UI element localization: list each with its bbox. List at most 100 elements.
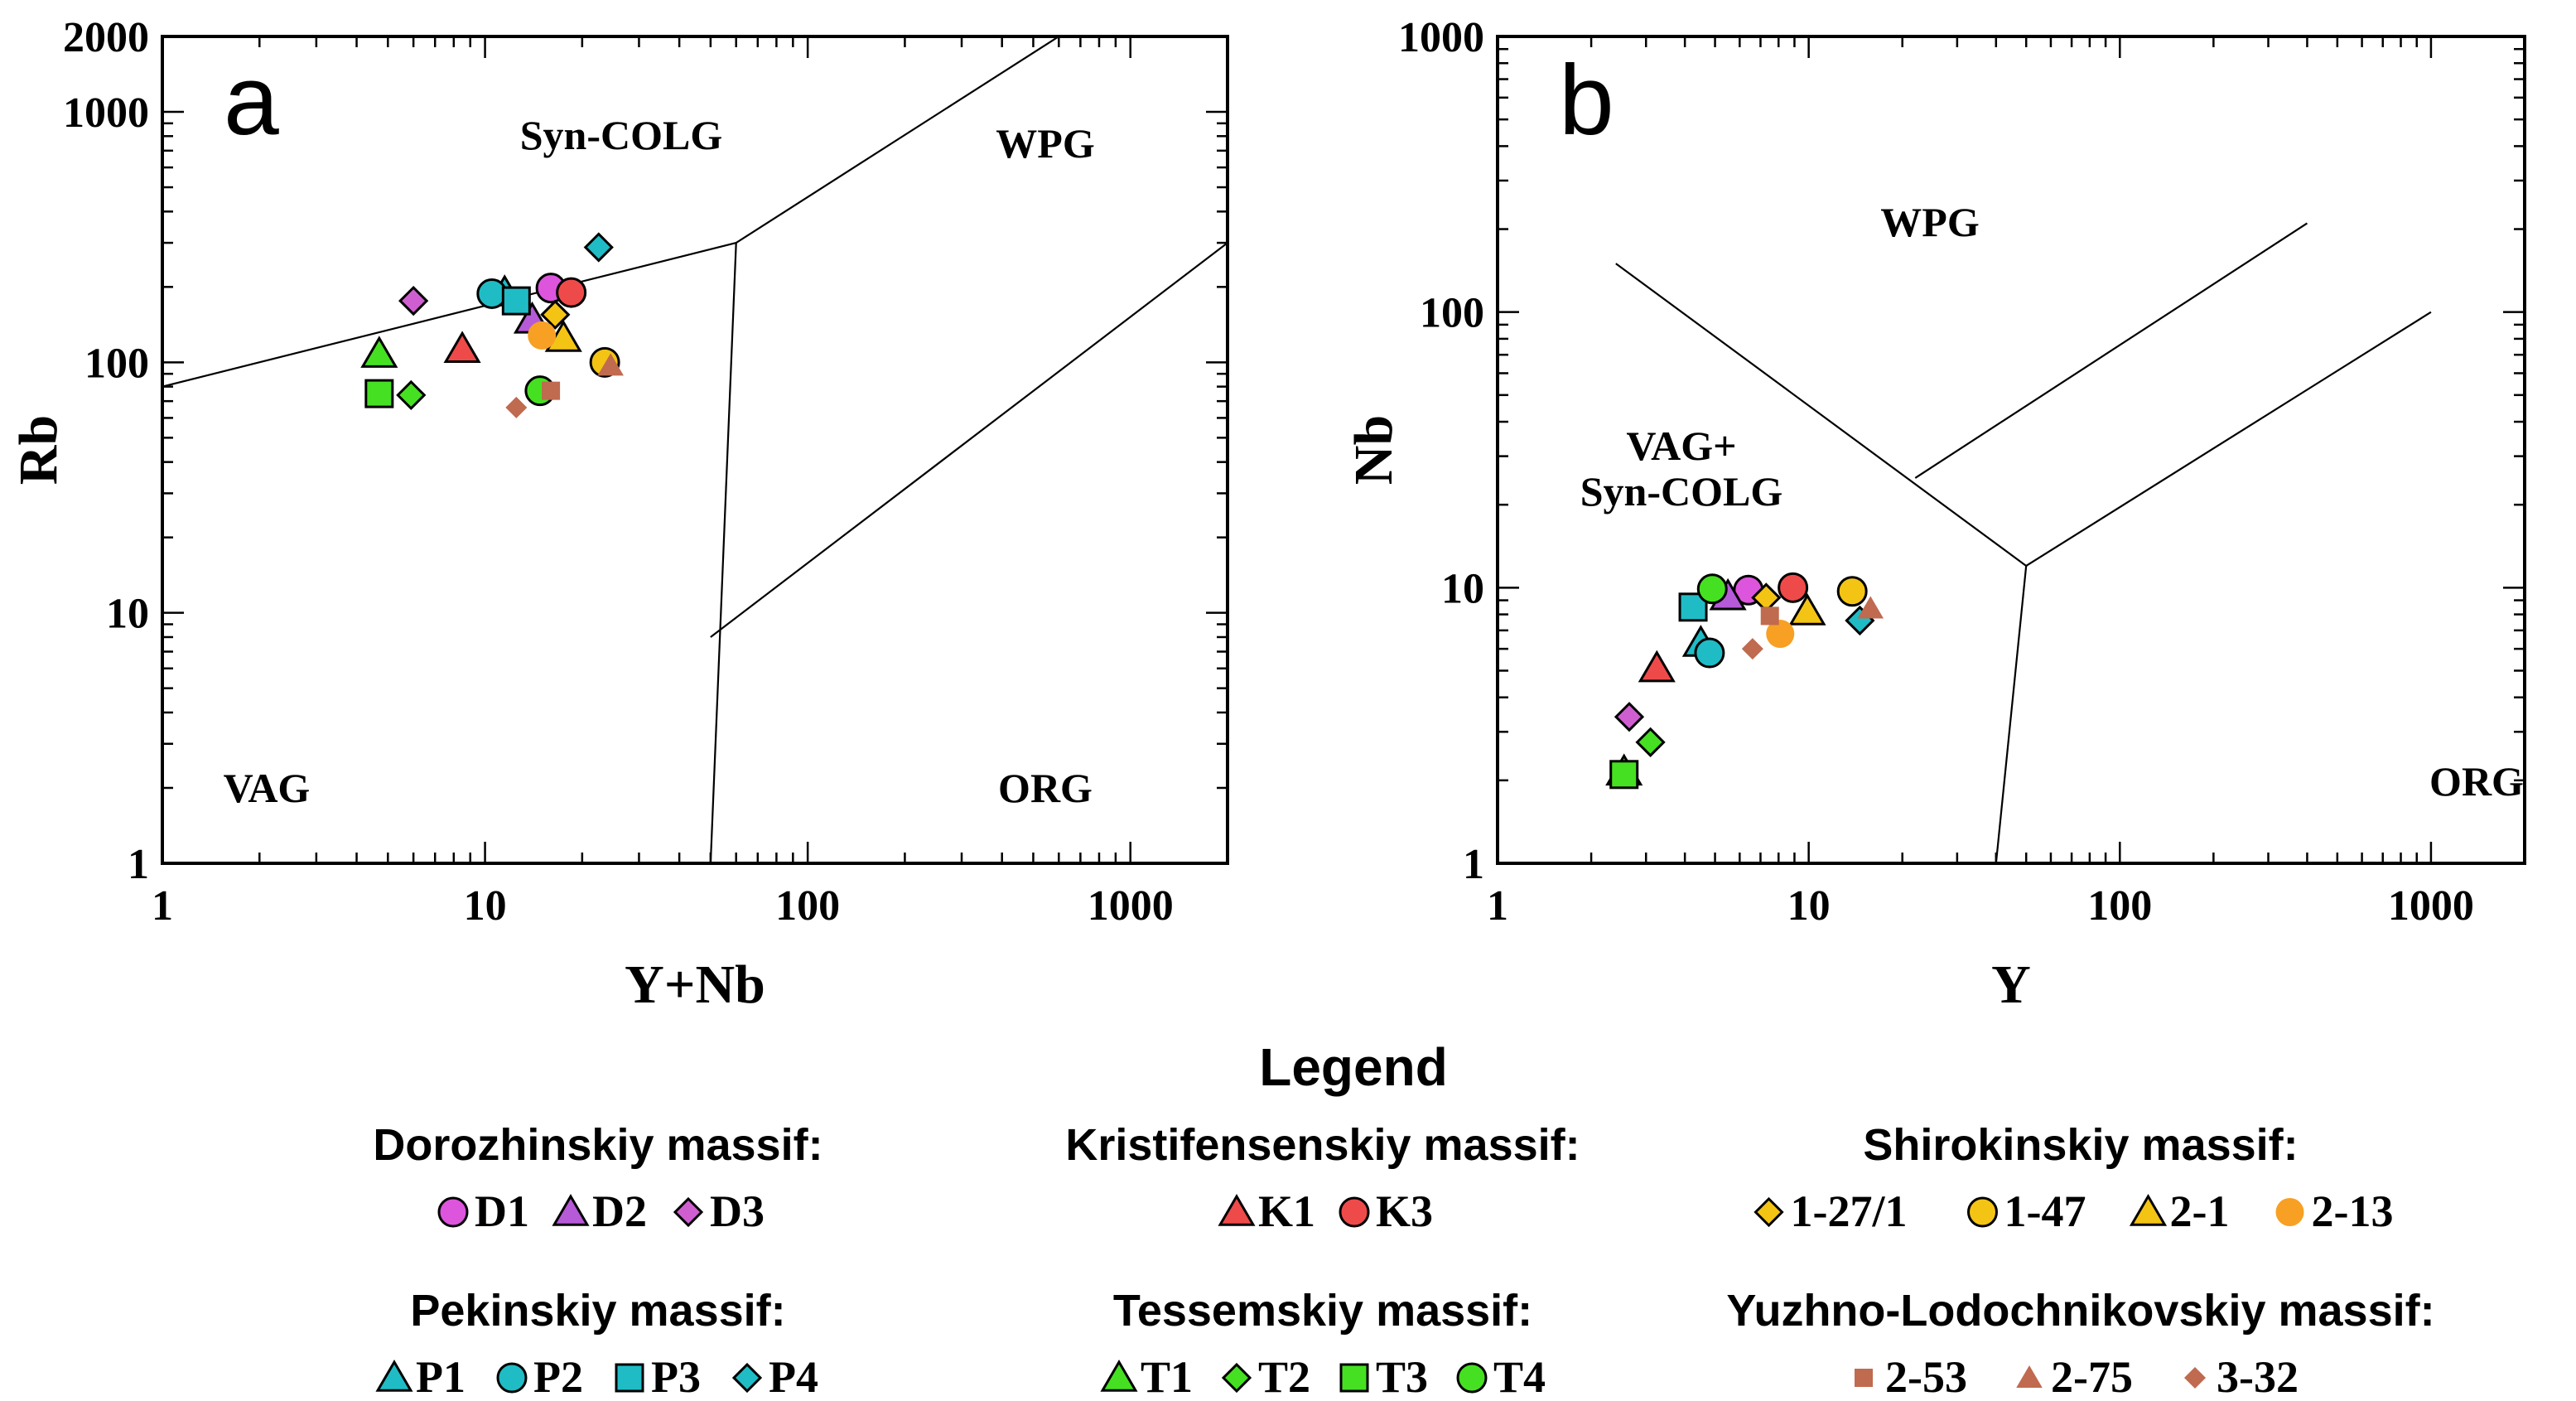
x-ticks [161,36,1229,863]
legend-item-label: 2-75 [2051,1352,2133,1401]
field-label: ORG [2429,758,2524,804]
y-tick-label: 10 [106,591,149,638]
legend-item: T1 [1100,1352,1193,1401]
legend-group: Dorozhinskiy massif: D1 D2 D3 [373,1120,822,1236]
point-T1 [360,336,398,368]
y-tick-label: 1 [1463,841,1484,888]
legend-item: P4 [731,1352,818,1401]
point-P4 [583,232,614,263]
y-tick-label: 100 [1420,290,1484,337]
legend-group: Pekinskiy massif: P1 P2 P3 P4 [375,1286,818,1401]
legend-item: 3-32 [2184,1352,2299,1401]
legend-item: 2-75 [2016,1352,2133,1401]
field-label: WPG [1880,199,1979,245]
legend-item-label: D1 [475,1186,529,1236]
legend-item: D1 [437,1186,529,1236]
legend-item-label: 3-32 [2217,1352,2299,1401]
field-label: VAG [224,765,311,811]
legend-item: P2 [496,1352,583,1401]
point-2-1 [1788,593,1826,626]
x-tick-label: 1 [1487,882,1508,930]
legend-group-title: Pekinskiy massif: [410,1286,785,1336]
legend-symbol-T4 [1456,1362,1488,1394]
legend-group: Shirokinskiy massif: 1-27/1 1-47 2-1 2-13 [1754,1120,2394,1236]
boundary-line [710,242,1228,638]
legend-symbol-D3 [673,1196,704,1228]
legend-symbol-K1 [1218,1194,1256,1226]
legend-symbol-2-53 [1855,1369,1873,1387]
legend-item: 1-47 [1967,1186,2086,1236]
point-P3 [501,286,531,316]
field-label: VAG+ [1626,423,1736,469]
legend-symbol-T1 [1100,1360,1138,1392]
point-2-75 [1857,596,1884,619]
legend-item-label: P1 [416,1352,466,1401]
legend-item: 1-27/1 [1754,1186,1908,1236]
point-T3 [364,379,394,408]
legend-group: Yuzhno-Lodochnikovskiy massif: 2-53 2-75 3-… [1726,1286,2434,1401]
legend-title: Legend [1259,1037,1448,1097]
legend-item: K3 [1339,1186,1433,1236]
point-T2 [1635,727,1666,757]
y-axis-title: Nb [1343,415,1404,485]
legend-symbol-T3 [1339,1363,1369,1393]
field-boundaries [1615,222,2432,863]
field-boundaries [162,36,1228,863]
point-K1 [1638,650,1676,683]
x-tick-label: 100 [775,882,840,930]
legend-item-label: 2-13 [2312,1186,2394,1236]
legend-symbol-K3 [1339,1196,1370,1228]
y-tick-label: 1 [128,841,149,888]
legend-group: Tessemskiy massif: T1 T2 T3 T4 [1100,1286,1546,1401]
legend-symbol-D2 [552,1194,590,1226]
legend-item: T2 [1221,1352,1310,1401]
point-K1 [443,331,481,363]
x-tick-label: 100 [2087,882,2152,930]
legend-item: D3 [673,1186,765,1236]
legend-symbol-P1 [375,1360,413,1392]
boundary-line [162,242,736,388]
legend-symbol-2-13 [2275,1198,2304,1226]
x-tick-label: 10 [464,882,507,930]
legend-symbol-1-47 [1967,1196,1998,1228]
point-K3 [1778,572,1809,603]
point-2-75 [597,353,624,376]
legend-item-label: 2-53 [1885,1352,1967,1401]
x-tick-label: 1000 [1088,882,1174,930]
legend-item: 2-13 [2275,1186,2394,1236]
legend-item: T3 [1339,1352,1428,1401]
point-P2 [1694,637,1725,669]
field-label: Syn-COLG [520,112,723,158]
legend-item-label: P4 [769,1352,818,1401]
legend: Legend Dorozhinskiy massif: D1 D2 D3 Kristife… [373,1037,2434,1401]
x-tick-label: 10 [1787,882,1831,930]
plot-panel-b: 1 10 100 1000 1 10 100 1000 Y Nb b WPG VAG+Syn-COLG O… [1343,14,2526,1015]
legend-item-label: T1 [1141,1352,1193,1401]
field-label: WPG [996,120,1094,167]
point-D3 [1614,702,1645,732]
legend-group-title: Shirokinskiy massif: [1863,1120,2298,1170]
legend-item-label: P3 [651,1352,701,1401]
legend-item-label: D2 [592,1186,647,1236]
y-tick-label: 1000 [63,89,149,137]
x-axis-title: Y+Nb [625,954,765,1015]
point-2-53 [542,381,561,400]
legend-symbol-P2 [496,1362,528,1394]
x-tick-label: 1000 [2388,882,2474,930]
data-points [1605,572,1884,790]
legend-symbol-T2 [1221,1362,1252,1394]
legend-symbol-P3 [615,1363,644,1393]
point-T4 [1696,573,1728,605]
point-K3 [556,277,587,308]
legend-item-label: D3 [710,1186,765,1236]
legend-item-label: T4 [1493,1352,1546,1401]
y-tick-label: 1000 [1398,14,1484,61]
legend-group-title: Dorozhinskiy massif: [373,1120,822,1170]
boundary-line [2025,311,2432,567]
legend-item-label: P2 [533,1352,583,1401]
point-D3 [398,285,429,316]
legend-group-title: Yuzhno-Lodochnikovskiy massif: [1726,1286,2434,1336]
field-label: ORG [998,765,1093,811]
